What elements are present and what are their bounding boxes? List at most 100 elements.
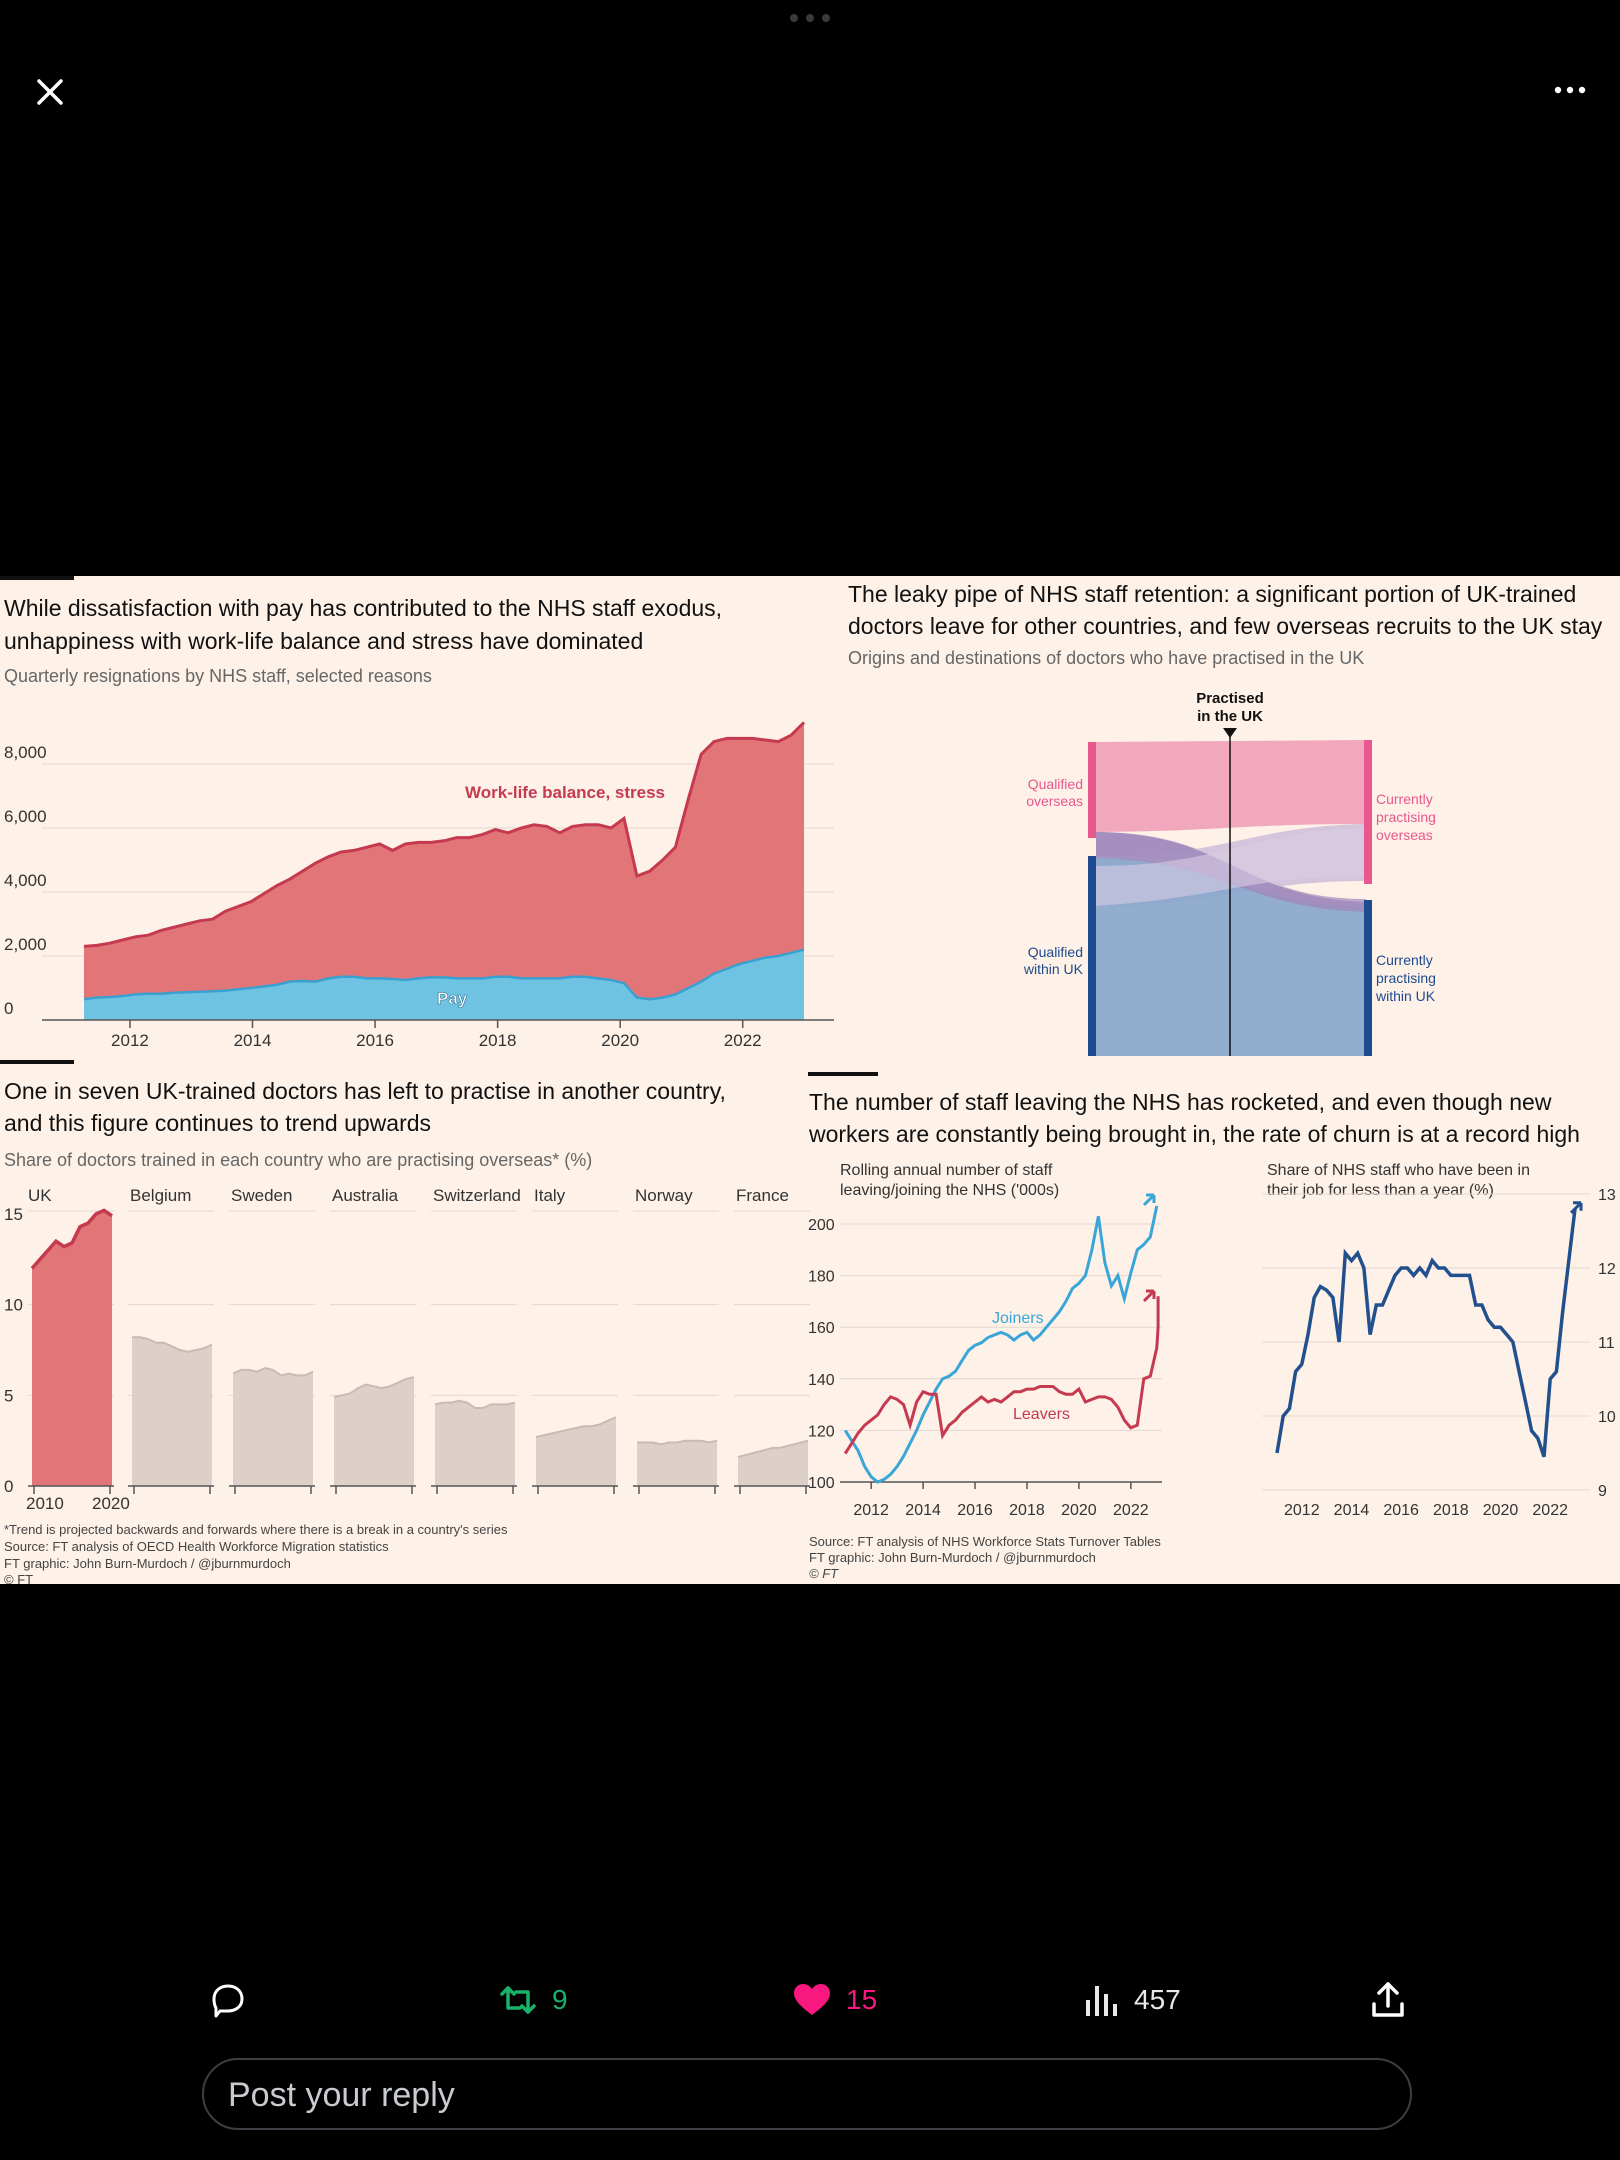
joiners-arrow-icon	[1142, 1193, 1156, 1207]
panel-label: Sweden	[231, 1186, 292, 1205]
node-qualified-overseas	[1088, 742, 1096, 838]
reply-input[interactable]	[226, 2060, 1380, 2130]
share-button[interactable]	[1366, 1960, 1410, 2040]
chart4-right-xtick: 2016	[1383, 1502, 1419, 1519]
chart4-right-ytick: 11	[1598, 1335, 1615, 1352]
chart2-subtitle: Origins and destinations of doctors who …	[848, 648, 1364, 668]
reply-composer[interactable]	[202, 2058, 1412, 2130]
sankey-mid-label-line1: Practised	[1196, 690, 1264, 707]
chart1-ytick: 2,000	[4, 935, 47, 954]
panel-label: UK	[28, 1186, 52, 1205]
chart1-subtitle: Quarterly resignations by NHS staff, sel…	[4, 666, 432, 686]
label-work-life-balance: Work-life balance, stress	[465, 783, 665, 802]
panel-line	[535, 1416, 617, 1438]
heart-icon	[794, 1984, 830, 2015]
chart3-credit: FT graphic: John Burn-Murdoch / @jburnmu…	[4, 1556, 291, 1571]
views-button[interactable]: 457	[1082, 1960, 1181, 2040]
panel-line	[333, 1376, 415, 1399]
panel-area	[334, 1377, 414, 1486]
label-practising-uk-line2: practising	[1376, 970, 1436, 986]
ft-rule	[0, 1060, 74, 1064]
sankey-mid-marker	[1223, 728, 1237, 738]
retweet-icon	[500, 1986, 536, 2014]
chart3-title-line2: and this figure continues to trend upwar…	[4, 1110, 431, 1136]
panel-label: Italy	[534, 1186, 566, 1205]
chart2-title-line2: doctors leave for other countries, and f…	[848, 613, 1603, 639]
panel-switzerland: Switzerland	[431, 1186, 521, 1494]
chart1-xtick: 2018	[479, 1031, 517, 1050]
panel-norway: Norway	[633, 1186, 719, 1494]
panel-line	[637, 1439, 718, 1446]
close-icon	[37, 79, 63, 105]
chart1-title-line1: While dissatisfaction with pay has contr…	[4, 595, 722, 621]
label-practising-overseas-line2: practising	[1376, 809, 1436, 825]
panel-label: Switzerland	[433, 1186, 521, 1205]
chart1-title-line2: unhappiness with work-life balance and s…	[4, 628, 643, 654]
label-practising-uk-line3: within UK	[1375, 988, 1436, 1004]
panel-france: France	[734, 1186, 810, 1494]
chart4-credit: FT graphic: John Burn-Murdoch / @jburnmu…	[809, 1550, 1096, 1565]
chart4-left-ytick: 140	[808, 1372, 835, 1389]
line-work-life-balance	[83, 721, 806, 948]
node-practising-uk	[1364, 900, 1372, 1056]
panel-label: Belgium	[130, 1186, 191, 1205]
node-qualified-uk	[1088, 856, 1096, 1056]
reply-button[interactable]	[206, 1960, 250, 2040]
panel-line	[132, 1336, 213, 1353]
chart4-right-ytick: 12	[1598, 1261, 1616, 1278]
node-practising-overseas	[1364, 740, 1372, 884]
chart4-left-ytick: 120	[808, 1423, 835, 1440]
chart-doctors-overseas: One in seven UK-trained doctors has left…	[0, 1060, 810, 1584]
chart1-ytick: 6,000	[4, 807, 47, 826]
panel-label: France	[736, 1186, 789, 1205]
chart4-left-subtitle-line1: Rolling annual number of staff	[840, 1162, 1053, 1179]
ft-rule	[808, 1072, 878, 1076]
label-qualified-uk-line1: Qualified	[1028, 944, 1083, 960]
reply-icon	[212, 1984, 244, 2018]
label-qualified-overseas-line1: Qualified	[1028, 776, 1083, 792]
chart4-left-subtitle-line2: leaving/joining the NHS ('000s)	[840, 1182, 1059, 1199]
sheet-grab-handle	[786, 14, 834, 26]
chart3-copyright: © FT	[4, 1572, 33, 1584]
panel-sweden: Sweden	[229, 1186, 315, 1494]
panel-australia: Australia	[330, 1186, 416, 1494]
chart3-subtitle: Share of doctors trained in each country…	[4, 1150, 592, 1170]
share-icon	[1372, 1982, 1404, 2017]
chart-staff-churn: The number of staff leaving the NHS has …	[808, 1072, 1616, 1581]
chart1-xtick: 2014	[234, 1031, 272, 1050]
chart4-right-subtitle-line2: their job for less than a year (%)	[1267, 1182, 1494, 1199]
panel-area	[536, 1417, 616, 1486]
chart4-title-line2: workers are constantly being brought in,…	[808, 1121, 1580, 1147]
retweet-button[interactable]: 9	[496, 1960, 568, 2040]
infographic-image[interactable]: While dissatisfaction with pay has contr…	[0, 576, 1620, 1584]
chart4-title-line1: The number of staff leaving the NHS has …	[809, 1089, 1552, 1115]
close-button[interactable]	[24, 66, 76, 118]
panel-area	[738, 1440, 808, 1486]
chart3-ytick: 15	[4, 1205, 23, 1224]
line-joiners	[843, 1205, 1159, 1484]
chart4-right-xtick: 2012	[1284, 1502, 1320, 1519]
panel-area	[637, 1440, 717, 1486]
chart4-left-xtick: 2022	[1113, 1502, 1149, 1519]
like-button[interactable]: 15	[790, 1960, 877, 2040]
more-options-button[interactable]	[1546, 66, 1594, 114]
flow-overseas-to-overseas	[1096, 740, 1366, 832]
chart4-left-ytick: 100	[808, 1475, 835, 1492]
line-churn-share	[1275, 1208, 1577, 1458]
chart4-left-xtick: 2012	[853, 1502, 889, 1519]
chart4-right-xtick: 2014	[1334, 1502, 1370, 1519]
chart1-xtick: 2016	[356, 1031, 394, 1050]
chart3-source: Source: FT analysis of OECD Health Workf…	[4, 1539, 389, 1554]
chart1-xtick: 2020	[601, 1031, 639, 1050]
label-qualified-uk-line2: within UK	[1023, 961, 1084, 977]
ft-rule	[0, 576, 74, 580]
views-icon	[1086, 1986, 1117, 2016]
chart1-ytick: 8,000	[4, 743, 47, 762]
area-pay	[84, 949, 804, 1020]
panel-uk: UK	[28, 1186, 114, 1494]
area-work-life-balance	[84, 722, 804, 1020]
chart3-ytick: 5	[4, 1386, 13, 1405]
panel-line	[434, 1399, 516, 1409]
label-qualified-overseas-line2: overseas	[1026, 793, 1083, 809]
chart3-title-line1: One in seven UK-trained doctors has left…	[4, 1078, 726, 1104]
